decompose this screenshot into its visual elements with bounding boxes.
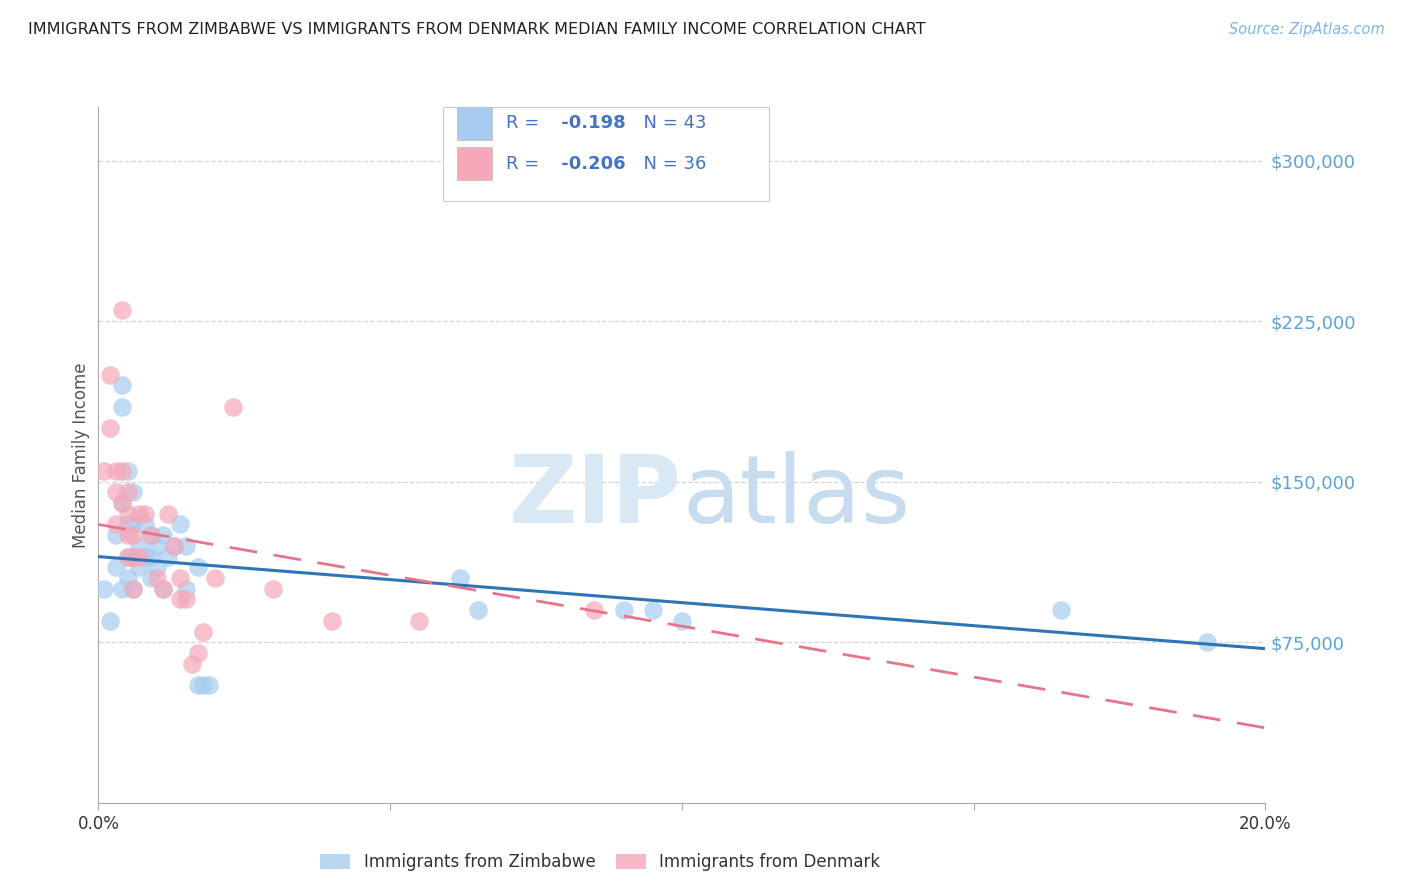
Point — [117, 549, 139, 564]
Point — [169, 592, 191, 607]
Text: Source: ZipAtlas.com: Source: ZipAtlas.com — [1229, 22, 1385, 37]
Point — [93, 464, 115, 478]
Point — [117, 528, 139, 542]
Point — [111, 582, 134, 596]
Point — [98, 421, 121, 435]
Point — [139, 571, 162, 585]
Point — [193, 678, 215, 692]
Point — [467, 603, 489, 617]
Y-axis label: Median Family Income: Median Family Income — [72, 362, 90, 548]
Point — [187, 560, 209, 574]
Point — [128, 507, 150, 521]
Point — [204, 571, 226, 585]
Point — [111, 496, 134, 510]
Point — [146, 539, 169, 553]
Point — [117, 464, 139, 478]
Point — [174, 539, 197, 553]
Point — [122, 549, 145, 564]
Point — [111, 496, 134, 510]
Text: atlas: atlas — [682, 450, 910, 542]
Point — [449, 571, 471, 585]
Point — [117, 485, 139, 500]
Point — [157, 507, 180, 521]
Point — [104, 464, 127, 478]
Point — [174, 582, 197, 596]
Point — [98, 614, 121, 628]
Point — [262, 582, 284, 596]
Point — [1195, 635, 1218, 649]
Point — [122, 485, 145, 500]
Point — [122, 517, 145, 532]
Point — [612, 603, 634, 617]
Point — [111, 400, 134, 414]
Point — [117, 507, 139, 521]
Point — [93, 582, 115, 596]
Point — [408, 614, 430, 628]
Point — [134, 549, 156, 564]
Point — [152, 582, 174, 596]
Point — [117, 571, 139, 585]
Point — [187, 678, 209, 692]
Point — [122, 528, 145, 542]
Point — [583, 603, 606, 617]
Point — [641, 603, 664, 617]
Text: R =: R = — [506, 114, 544, 132]
Point — [122, 582, 145, 596]
Point — [169, 517, 191, 532]
Point — [146, 571, 169, 585]
Point — [152, 528, 174, 542]
Text: R =: R = — [506, 154, 544, 173]
Point — [180, 657, 202, 671]
Point — [139, 528, 162, 542]
Point — [128, 560, 150, 574]
Point — [134, 517, 156, 532]
Point — [1050, 603, 1073, 617]
Point — [146, 560, 169, 574]
Text: N = 36: N = 36 — [631, 154, 706, 173]
Point — [169, 571, 191, 585]
Point — [104, 517, 127, 532]
Point — [152, 582, 174, 596]
Point — [111, 464, 134, 478]
Point — [128, 539, 150, 553]
Point — [221, 400, 243, 414]
Text: -0.206: -0.206 — [555, 154, 626, 173]
Point — [122, 582, 145, 596]
Point — [104, 485, 127, 500]
FancyBboxPatch shape — [457, 106, 492, 140]
Point — [134, 507, 156, 521]
Point — [98, 368, 121, 382]
Point — [104, 560, 127, 574]
Point — [128, 549, 150, 564]
Point — [139, 528, 162, 542]
Text: ZIP: ZIP — [509, 450, 682, 542]
Point — [117, 517, 139, 532]
Point — [139, 549, 162, 564]
Point — [193, 624, 215, 639]
Point — [122, 549, 145, 564]
Point — [671, 614, 693, 628]
Point — [198, 678, 221, 692]
FancyBboxPatch shape — [443, 107, 769, 201]
Text: N = 43: N = 43 — [631, 114, 706, 132]
FancyBboxPatch shape — [457, 147, 492, 180]
Point — [117, 549, 139, 564]
Legend: Immigrants from Zimbabwe, Immigrants from Denmark: Immigrants from Zimbabwe, Immigrants fro… — [314, 847, 887, 878]
Point — [163, 539, 186, 553]
Point — [104, 528, 127, 542]
Text: -0.198: -0.198 — [555, 114, 626, 132]
Point — [174, 592, 197, 607]
Point — [111, 378, 134, 392]
Point — [157, 549, 180, 564]
Point — [187, 646, 209, 660]
Text: IMMIGRANTS FROM ZIMBABWE VS IMMIGRANTS FROM DENMARK MEDIAN FAMILY INCOME CORRELA: IMMIGRANTS FROM ZIMBABWE VS IMMIGRANTS F… — [28, 22, 925, 37]
Point — [111, 303, 134, 318]
Point — [321, 614, 343, 628]
Point — [163, 539, 186, 553]
